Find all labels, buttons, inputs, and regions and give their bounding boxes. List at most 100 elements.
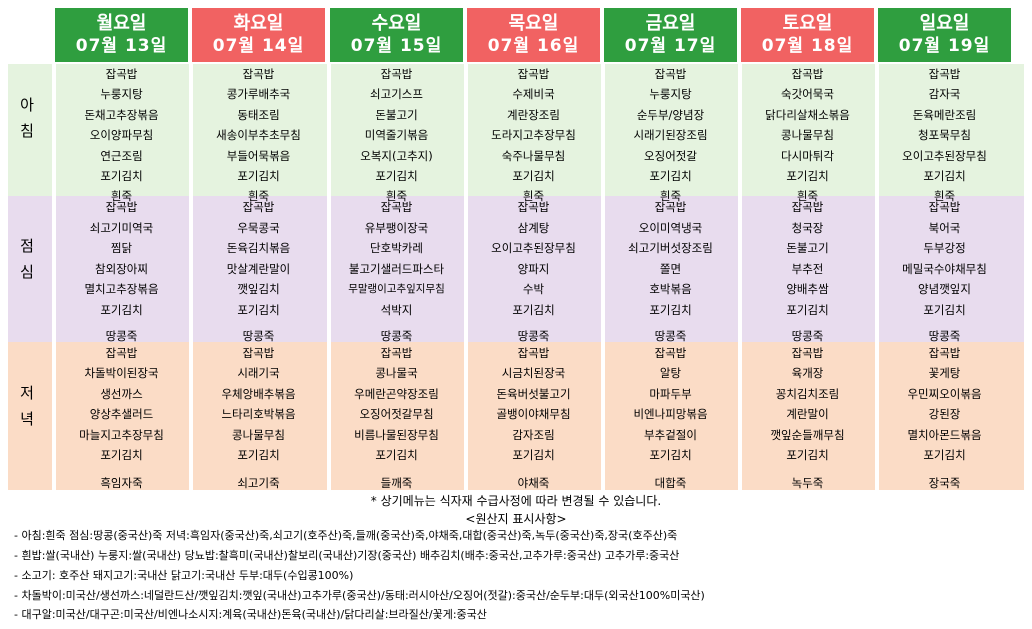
menu-item: 돈육메란조림 [912,107,977,122]
menu-item: 멸치고추장볶음 [84,282,159,297]
menu-item: 참외장아찌 [95,261,148,276]
menu-item: 콩가루배추국 [226,87,291,102]
menu-item: 미역줄기볶음 [364,128,429,143]
breakfast-band [8,64,1024,196]
menu-item: 석박지 [380,302,413,317]
lunch-menu: 잡곡밥 우묵콩국 돈육김치볶음 맛살계란말이 깻잎김치 포기김치 땅콩죽 [192,197,325,346]
menu-item: 땅콩죽 [517,328,550,343]
menu-item: 쇠고기버섯장조림 [628,241,713,256]
dinner-band [8,342,1024,490]
dinner-menu: 잡곡밥 육개장 꽁치김치조림 계란말이 깻잎순들깨무침 포기김치 녹두죽 [741,343,874,494]
dinner-menu: 잡곡밥 차돌박이된장국 생선까스 양상추샐러드 마늘지고추장무침 포기김치 흑임자죽 [55,343,188,494]
origin-line: - 흰밥:쌀(국내산) 누룽지:쌀(국내산) 당뇨밥:찰흑미(국내산)찰보리(국… [14,549,680,562]
menu-item: 차돌박이된장국 [84,366,159,381]
lunch-menu: 잡곡밥 오이미역냉국 쇠고기버섯장조림 쫄면 호박볶음 포기김치 땅콩죽 [604,197,737,346]
day-header: 금요일 07월 17일 [604,8,737,62]
menu-item: 포기김치 [923,168,966,183]
menu-item: 포기김치 [100,447,143,462]
day-header: 월요일 07월 13일 [55,8,188,62]
menu-item: 콩나물무침 [232,427,285,442]
day-date: 07월 14일 [212,36,305,56]
menu-item: 깻잎김치 [237,282,280,297]
menu-item: 오이고추된장무침 [902,148,987,163]
breakfast-menu: 잡곡밥 누룽지탕 순두부/양념장 시래기된장조림 오징어젓갈 포기김치 흰죽 [604,64,737,207]
menu-item: 오징어젓갈무침 [359,407,434,422]
menu-item: 포기김치 [100,302,143,317]
menu-item: 부추겉절이 [644,427,697,442]
day-name: 수요일 [371,13,422,34]
menu-item: 잡곡밥 [654,67,687,81]
menu-item: 수제비국 [512,87,555,102]
menu-item: 시금치된장국 [501,366,566,381]
menu-item: 잡곡밥 [242,200,275,214]
menu-item: 쇠고기죽 [237,476,280,491]
menu-item: 포기김치 [649,168,692,183]
menu-item: 잡곡밥 [791,200,824,214]
origin-line: - 소고기: 호주산 돼지고기:국내산 닭고기:국내산 두부:대두(수입콩100… [14,569,354,582]
menu-item: 유부팽이장국 [364,220,429,235]
menu-item: 양상추샐러드 [89,407,154,422]
menu-item: 콩나물국 [375,366,418,381]
dinner-menu: 잡곡밥 시금치된장국 돈육버섯불고기 골뱅이야채무침 감자조림 포기김치 야채죽 [467,343,600,494]
menu-item: 포기김치 [649,447,692,462]
day-header: 화요일 07월 14일 [192,8,325,62]
menu-item: 잡곡밥 [654,346,687,360]
breakfast-menu: 잡곡밥 쇠고기스프 돈불고기 미역줄기볶음 오복지(고추지) 포기김치 흰죽 [330,64,463,207]
breakfast-menu: 잡곡밥 콩가루배추국 동태조림 새송이부추초무침 부들어묵볶음 포기김치 흰죽 [192,64,325,207]
menu-item: 잡곡밥 [380,346,413,360]
menu-item: 흰죽 [522,189,545,204]
dinner-menu: 잡곡밥 콩나물국 우메란곤약장조림 오징어젓갈무침 비름나물된장무침 포기김치 들깨죽 [330,343,463,494]
menu-item: 양배추쌈 [786,282,829,297]
column-separator [738,64,742,490]
menu-item: 흰죽 [659,189,682,204]
menu-item: 다시마튀각 [781,148,834,163]
menu-item: 포기김치 [786,447,829,462]
day-name: 월요일 [96,13,147,34]
menu-item: 꽁치김치조림 [775,386,840,401]
menu-item: 흰죽 [110,189,133,204]
menu-item: 양파지 [517,261,550,276]
menu-item: 오이고추된장무침 [491,241,576,256]
menu-item: 돈육버섯불고기 [496,386,571,401]
menu-item: 오징어젓갈 [644,148,697,163]
menu-item: 잡곡밥 [654,200,687,214]
menu-item: 포기김치 [237,302,280,317]
column-separator [327,64,331,490]
menu-item: 우체앙배추볶음 [221,386,296,401]
column-separator [601,64,605,490]
menu-item: 새송이부추초무침 [216,128,301,143]
lunch-band [8,196,1024,342]
day-date: 07월 16일 [487,36,580,56]
day-header: 수요일 07월 15일 [330,8,463,62]
menu-item: 오이미역냉국 [638,220,703,235]
menu-item: 양념깻잎지 [918,282,971,297]
menu-item: 북어국 [928,220,961,235]
breakfast-menu: 잡곡밥 누룽지탕 돈채고추장볶음 오이양파무침 연근조림 포기김치 흰죽 [55,64,188,207]
menu-item: 포기김치 [237,447,280,462]
menu-item: 맛살계란말이 [226,261,291,276]
day-header: 일요일 07월 19일 [878,8,1011,62]
origin-title: <원산지 표시사항> [465,512,567,526]
menu-item: 흰죽 [796,189,819,204]
menu-item: 포기김치 [649,302,692,317]
menu-item: 순두부/양념장 [636,107,705,122]
menu-item: 땅콩죽 [380,328,413,343]
menu-item: 육개장 [791,366,824,381]
menu-item: 동태조림 [237,107,280,122]
menu-item: 강된장 [928,407,961,422]
menu-item: 우민찌오이볶음 [907,386,982,401]
column-separator [875,64,879,490]
menu-item: 돈불고기 [786,241,829,256]
menu-item: 잡곡밥 [791,67,824,81]
menu-item: 야채죽 [517,476,550,491]
menu-item: 누룽지탕 [100,87,143,102]
dinner-menu: 잡곡밥 시래기국 우체앙배추볶음 느타리호박볶음 콩나물무침 포기김치 쇠고기죽 [192,343,325,494]
menu-item: 비름나물된장무침 [354,427,439,442]
menu-item: 땅콩죽 [105,328,138,343]
lunch-menu: 잡곡밥 유부팽이장국 단호박카레 불고기샐러드파스타 무말랭이고추잎지무침 석박지 땅콩죽 [330,197,463,346]
menu-item: 잡곡밥 [105,346,138,360]
menu-item: 마늘지고추장무침 [79,427,164,442]
menu-item: 마파두부 [649,386,692,401]
